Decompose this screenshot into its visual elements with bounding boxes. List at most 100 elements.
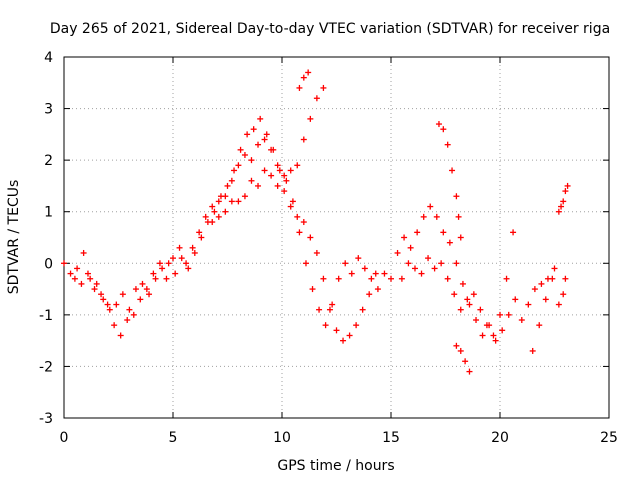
data-point: [261, 167, 268, 174]
data-point: [124, 317, 131, 324]
data-point: [74, 265, 81, 272]
data-point: [407, 244, 414, 251]
data-point: [300, 136, 307, 143]
y-tick-label: 1: [44, 205, 53, 221]
data-point: [340, 337, 347, 344]
data-point: [257, 115, 264, 122]
data-point: [305, 69, 312, 76]
data-point: [560, 291, 567, 298]
data-point: [457, 306, 464, 313]
data-point: [281, 172, 288, 179]
y-tick-label: 4: [44, 50, 53, 66]
data-point: [130, 311, 137, 318]
data-point: [235, 162, 242, 169]
data-point: [470, 291, 477, 298]
data-point: [309, 286, 316, 293]
data-point: [248, 177, 255, 184]
data-point: [483, 322, 490, 329]
y-tick-label: 2: [44, 153, 53, 169]
data-point: [222, 208, 229, 215]
x-tick-label: 15: [382, 430, 400, 446]
data-point: [435, 121, 442, 128]
data-point: [98, 291, 105, 298]
data-point: [222, 193, 229, 200]
data-point: [119, 291, 126, 298]
data-point: [425, 255, 432, 262]
chart-title: Day 265 of 2021, Sidereal Day-to-day VTE…: [50, 21, 610, 37]
x-tick-label: 25: [600, 430, 618, 446]
data-point: [313, 95, 320, 102]
y-axis-label: SDTVAR / TECUs: [6, 180, 22, 295]
data-point: [333, 327, 340, 334]
data-point: [172, 270, 179, 277]
x-tick-label: 10: [273, 430, 291, 446]
data-point: [466, 368, 473, 375]
data-point: [457, 347, 464, 354]
data-point: [198, 234, 205, 241]
data-point: [289, 198, 296, 205]
data-point: [316, 306, 323, 313]
data-point: [209, 219, 216, 226]
data-point: [431, 265, 438, 272]
points-layer: [61, 69, 571, 375]
data-point: [401, 234, 408, 241]
data-point: [449, 167, 456, 174]
data-point: [268, 172, 275, 179]
tick-layer: 0 5 10 15 20 25 -3 -2 -1 0 1 2 3 4: [39, 50, 618, 446]
data-point: [156, 260, 163, 267]
data-point: [320, 275, 327, 282]
data-point: [438, 260, 445, 267]
data-point: [287, 203, 294, 210]
y-tick-label: -3: [39, 411, 53, 427]
data-point: [479, 332, 486, 339]
data-point: [394, 249, 401, 256]
data-point: [503, 275, 510, 282]
data-point: [178, 255, 185, 262]
data-point: [542, 296, 549, 303]
data-point: [176, 244, 183, 251]
data-point: [274, 182, 281, 189]
data-point: [87, 275, 94, 282]
data-point: [106, 306, 113, 313]
data-point: [165, 260, 172, 267]
data-point: [560, 198, 567, 205]
data-point: [361, 265, 368, 272]
data-point: [237, 146, 244, 153]
data-point: [159, 265, 166, 272]
data-point: [71, 275, 78, 282]
y-tick-label: 0: [44, 256, 53, 272]
data-point: [335, 275, 342, 282]
data-point: [250, 126, 257, 133]
data-point: [255, 141, 262, 148]
data-point: [564, 182, 571, 189]
data-point: [411, 265, 418, 272]
data-point: [418, 270, 425, 277]
x-tick-label: 0: [60, 430, 69, 446]
data-point: [459, 280, 466, 287]
data-point: [348, 270, 355, 277]
data-point: [215, 213, 222, 220]
data-point: [388, 275, 394, 282]
data-point: [276, 167, 283, 174]
data-point: [137, 296, 144, 303]
data-point: [531, 286, 538, 293]
data-point: [355, 255, 362, 262]
data-point: [490, 332, 497, 339]
data-point: [329, 301, 336, 308]
data-point: [555, 208, 562, 215]
data-point: [132, 286, 139, 293]
data-point: [67, 270, 74, 277]
data-point: [457, 234, 464, 241]
y-tick-label: -2: [39, 359, 53, 375]
data-point: [342, 260, 349, 267]
data-point: [440, 126, 447, 133]
data-point: [189, 244, 196, 251]
data-point: [228, 177, 235, 184]
data-point: [451, 291, 458, 298]
data-point: [300, 74, 307, 81]
data-point: [100, 296, 107, 303]
data-point: [346, 332, 353, 339]
data-point: [211, 208, 218, 215]
data-point: [477, 306, 484, 313]
